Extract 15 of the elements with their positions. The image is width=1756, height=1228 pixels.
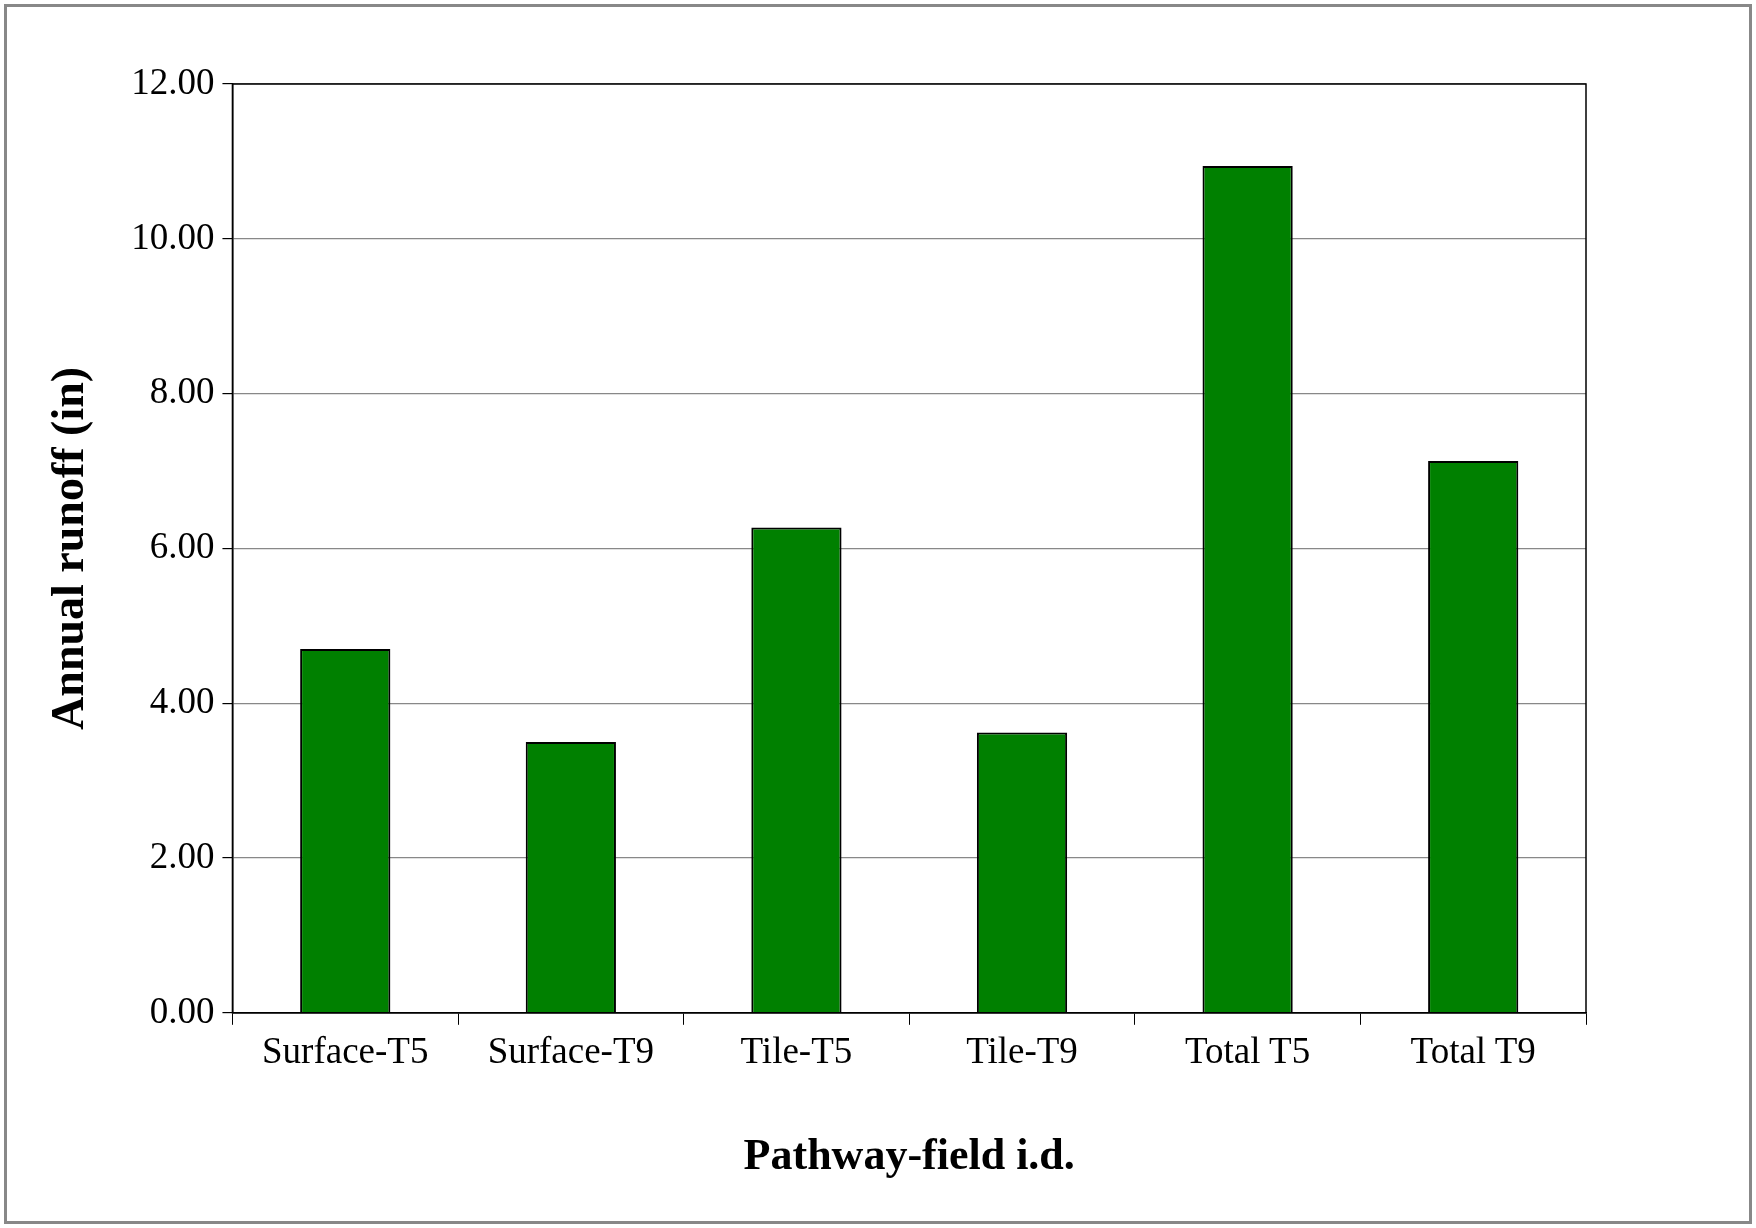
- y-tick-label: 8.00: [149, 370, 215, 412]
- y-axis-title: Annual runoff (in): [42, 366, 94, 730]
- y-tick-label: 6.00: [149, 525, 215, 567]
- x-tick-label: Total T5: [1185, 1029, 1311, 1071]
- x-tick-label: Surface-T5: [262, 1029, 429, 1071]
- x-tick-label: Tile-T5: [740, 1029, 853, 1071]
- x-tick-label: Total T9: [1410, 1029, 1536, 1071]
- x-tick-label: Tile-T9: [966, 1029, 1078, 1071]
- x-axis-title: Pathway-field i.d.: [743, 1129, 1075, 1179]
- y-tick-label: 2.00: [149, 834, 215, 876]
- y-tick-label: 12.00: [131, 60, 215, 102]
- x-tick-label: Surface-T9: [487, 1029, 655, 1071]
- y-tick-label: 4.00: [149, 679, 215, 721]
- y-tick-label: 0.00: [149, 989, 215, 1031]
- y-tick-label: 10.00: [131, 215, 215, 257]
